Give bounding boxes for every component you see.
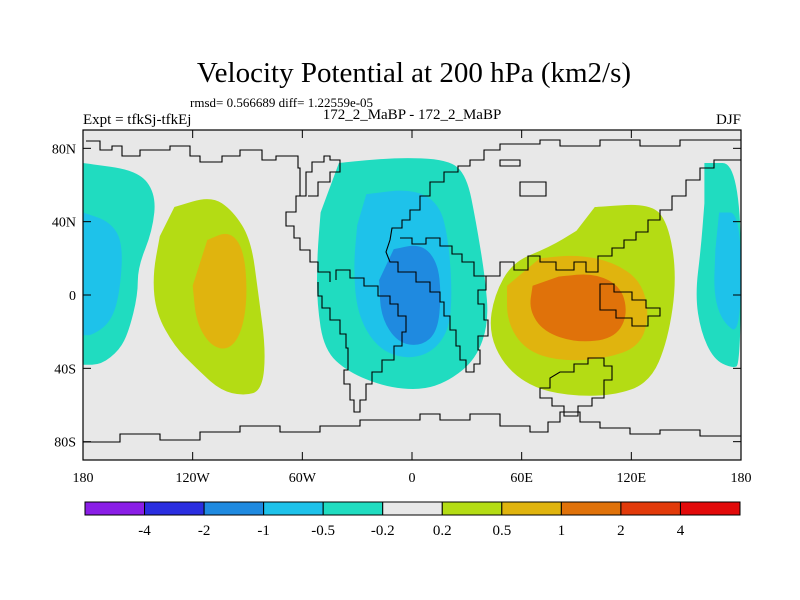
y-axis: 80N 40N 0 40S 80S [52, 142, 741, 451]
colorbar-swatch-5 [382, 501, 443, 516]
contour-region-2 [83, 212, 122, 336]
colorbar-label-0: -4 [138, 523, 151, 539]
contour-region-8 [379, 245, 441, 345]
colorbar-label-2: -1 [257, 523, 270, 539]
colorbar-swatch-2 [203, 501, 265, 516]
x-tick-label-2: 60W [289, 471, 317, 486]
x-tick-label-0: 180 [73, 471, 94, 486]
colorbar-swatch-6 [441, 501, 503, 516]
colorbar-swatch-0 [84, 501, 146, 516]
colorbar-label-6: 0.5 [492, 523, 511, 539]
colorbar-label-9: 4 [677, 523, 685, 539]
experiment-label: Expt = tfkSj-tfkEj [83, 112, 191, 128]
coastline-north-america [86, 140, 331, 282]
colorbar-swatch-10 [679, 501, 741, 516]
season-label: DJF [716, 112, 741, 128]
y-tick-label-0: 80N [52, 142, 76, 157]
colorbar-swatch-4 [322, 501, 384, 516]
x-tick-label-4: 60E [510, 471, 533, 486]
y-tick-label-2: 0 [69, 289, 76, 304]
colorbar-swatch-8 [560, 501, 622, 516]
coastline-greenland [300, 155, 341, 197]
colorbar-swatch-3 [263, 501, 324, 516]
colorbar-swatch-7 [501, 501, 562, 516]
x-tick-label-1: 120W [176, 471, 211, 486]
x-tick-label-6: 180 [731, 471, 752, 486]
colorbar-label-1: -2 [198, 523, 211, 539]
colorbar: -4 -2 -1 -0.5 -0.2 0.2 0.5 1 2 4 [84, 501, 741, 539]
colorbar-swatch-9 [620, 501, 681, 516]
contour-region-5 [192, 233, 247, 349]
colorbar-label-7: 1 [558, 523, 566, 539]
chart-title: Velocity Potential at 200 hPa (km2/s) [197, 57, 631, 89]
y-tick-label-4: 80S [54, 436, 76, 451]
coastline-antarctica [83, 411, 741, 443]
case-label: 172_2_MaBP - 172_2_MaBP [323, 107, 502, 123]
x-axis: 180 120W 60W 0 60E 120E 180 [73, 130, 752, 486]
coastline-australia-maritime [539, 283, 661, 417]
contour-region-11 [530, 274, 626, 342]
coastline-south-america [317, 269, 407, 413]
colorbar-label-4: -0.2 [371, 523, 395, 539]
colorbar-label-5: 0.2 [433, 523, 452, 539]
colorbar-label-8: 2 [617, 523, 625, 539]
x-tick-label-5: 120E [617, 471, 647, 486]
plot-area [83, 130, 741, 460]
colorbar-swatch-1 [144, 501, 205, 516]
contour-regions [83, 158, 741, 396]
colorbar-label-3: -0.5 [311, 523, 335, 539]
coastline-europe-africa [385, 139, 741, 373]
coastlines [83, 139, 741, 443]
stats-label: rmsd= 0.566689 diff= 1.22559e-05 [190, 95, 373, 110]
coastline-asia [486, 159, 741, 277]
contour-region-3 [714, 212, 741, 330]
x-tick-label-3: 0 [409, 471, 416, 486]
y-tick-label-3: 40S [54, 362, 76, 377]
y-tick-label-1: 40N [52, 216, 76, 231]
